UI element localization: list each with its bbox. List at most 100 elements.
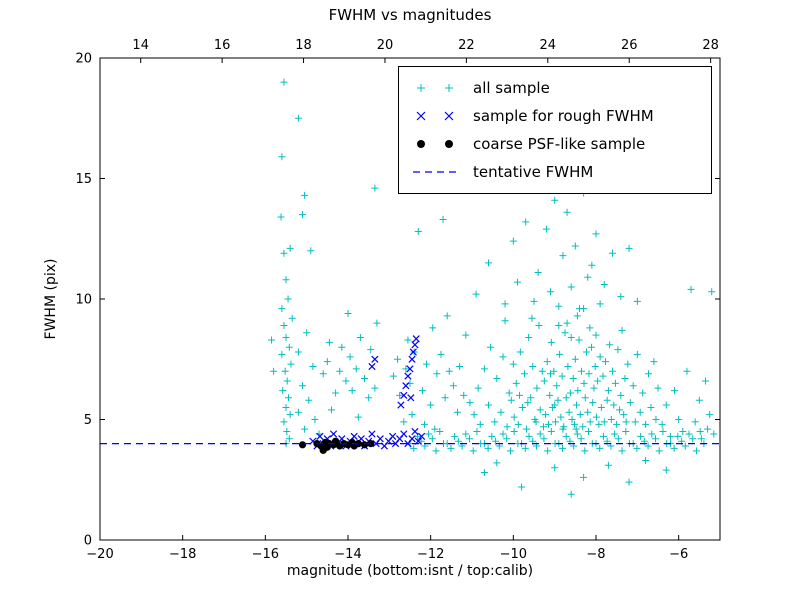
- x-top-tick-label: 22: [458, 38, 475, 53]
- scatter-point-plus: [654, 384, 662, 392]
- scatter-point-plus: [543, 358, 551, 366]
- scatter-point-plus: [695, 396, 703, 404]
- scatter-point-plus: [609, 367, 617, 375]
- scatter-point-plus: [590, 384, 598, 392]
- x-top-tick-label: 26: [621, 38, 638, 53]
- scatter-point-plus: [551, 418, 559, 426]
- scatter-point-plus: [536, 406, 544, 414]
- scatter-point-plus: [624, 360, 632, 368]
- scatter-point-plus: [294, 408, 302, 416]
- legend-entry: tentative FWHM: [399, 158, 711, 186]
- scatter-point-plus: [544, 420, 552, 428]
- scatter-point-plus: [462, 331, 470, 339]
- scatter-point-plus: [600, 418, 608, 426]
- scatter-point-plus: [425, 430, 433, 438]
- scatter-point-plus: [555, 302, 563, 310]
- scatter-point-plus: [569, 375, 577, 383]
- scatter-point-plus: [540, 423, 548, 431]
- scatter-point-plus: [547, 428, 555, 436]
- scatter-point-plus: [470, 411, 478, 419]
- scatter-point-plus: [689, 435, 697, 443]
- scatter-point-plus: [484, 444, 492, 452]
- scatter-point-plus: [456, 362, 464, 370]
- x-top-tick-label: 24: [540, 38, 557, 53]
- scatter-point-plus: [600, 281, 608, 289]
- scatter-point-plus: [542, 411, 550, 419]
- scatter-point-plus: [579, 423, 587, 431]
- scatter-point-plus: [443, 312, 451, 320]
- scatter-point-plus: [559, 444, 567, 452]
- legend-marker-dot-icon: [417, 140, 453, 148]
- scatter-point-plus: [644, 442, 652, 450]
- scatter-point-plus: [606, 341, 614, 349]
- scatter-point-plus: [518, 403, 526, 411]
- scatter-point-plus: [509, 237, 517, 245]
- scatter-point-plus: [344, 309, 352, 317]
- scatter-point-plus: [551, 464, 559, 472]
- scatter-point-plus: [520, 370, 528, 378]
- scatter-point-plus: [301, 191, 309, 199]
- scatter-point-plus: [636, 408, 644, 416]
- scatter-point-plus: [622, 428, 630, 436]
- scatter-point-plus: [352, 365, 360, 373]
- legend-entry: sample for rough FWHM: [399, 102, 711, 130]
- scatter-point-plus: [592, 331, 600, 339]
- scatter-point-plus: [589, 399, 597, 407]
- scatter-point-plus: [614, 346, 622, 354]
- scatter-point-plus: [480, 365, 488, 373]
- scatter-point-plus: [525, 334, 533, 342]
- scatter-point-plus: [283, 377, 291, 385]
- scatter-point-plus: [336, 367, 344, 375]
- scatter-point-plus: [509, 360, 517, 368]
- scatter-point-plus: [704, 425, 712, 433]
- scatter-point-plus: [437, 350, 445, 358]
- x-axis-label: magnitude (bottom:isnt / top:calib): [286, 563, 534, 579]
- legend-label: sample for rough FWHM: [473, 107, 654, 125]
- scatter-point-x: [412, 335, 420, 343]
- scatter-point-plus: [487, 343, 495, 351]
- scatter-point-plus: [282, 403, 290, 411]
- y-tick-label: 5: [84, 413, 92, 428]
- scatter-point-dot: [332, 437, 340, 445]
- y-tick-label: 10: [75, 293, 92, 308]
- x-bottom-tick-label: −8: [586, 547, 605, 562]
- scatter-point-plus: [514, 420, 522, 428]
- scatter-point-plus: [432, 447, 440, 455]
- scatter-point-x: [408, 435, 416, 443]
- scatter-point-plus: [620, 411, 628, 419]
- scatter-point-plus: [617, 293, 625, 301]
- scatter-point-plus: [642, 456, 650, 464]
- scatter-point-plus: [524, 399, 532, 407]
- scatter-point-plus: [285, 435, 293, 443]
- scatter-point-plus: [527, 394, 535, 402]
- scatter-point-plus: [521, 444, 529, 452]
- scatter-point-plus: [596, 300, 604, 308]
- scatter-point-plus: [280, 249, 288, 257]
- scatter-point-plus: [278, 153, 286, 161]
- scatter-point-plus: [618, 326, 626, 334]
- scatter-point-plus: [567, 490, 575, 498]
- scatter-point-plus: [469, 447, 477, 455]
- scatter-point-plus: [585, 370, 593, 378]
- scatter-point-x: [397, 401, 405, 409]
- scatter-point-plus: [540, 435, 548, 443]
- scatter-point-x: [407, 394, 415, 402]
- scatter-point-plus: [279, 387, 287, 395]
- scatter-point-plus: [573, 312, 581, 320]
- scatter-point-plus: [567, 283, 575, 291]
- scatter-point-plus: [518, 483, 526, 491]
- scatter-point-plus: [708, 288, 716, 296]
- scatter-point-plus: [616, 406, 624, 414]
- plot-title: FWHM vs magnitudes: [328, 6, 492, 24]
- scatter-point-plus: [503, 423, 511, 431]
- scatter-point-plus: [338, 343, 346, 351]
- scatter-point-plus: [652, 435, 660, 443]
- scatter-point-plus: [617, 391, 625, 399]
- scatter-point-plus: [571, 420, 579, 428]
- scatter-point-plus: [607, 416, 615, 423]
- scatter-point-plus: [671, 387, 679, 395]
- scatter-point-plus: [431, 425, 439, 433]
- scatter-point-plus: [319, 370, 327, 378]
- scatter-point-x: [350, 432, 358, 440]
- scatter-point-plus: [394, 355, 402, 363]
